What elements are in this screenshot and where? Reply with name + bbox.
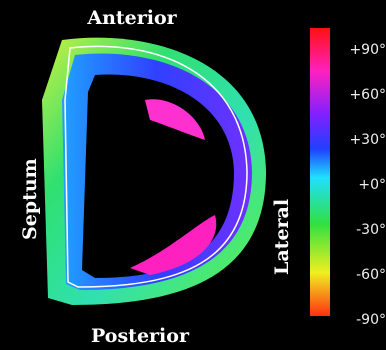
figure: Anterior Posterior Septum Lateral +90° +6… (0, 0, 386, 350)
colorbar-tick-label: -60° (356, 267, 386, 283)
lateral-label: Lateral (271, 199, 293, 275)
colorbar-tick-label: +30° (349, 132, 386, 148)
anterior-label: Anterior (86, 7, 177, 29)
colorbar-tick-label: -30° (356, 222, 386, 238)
colorbar-tick-label: +0° (358, 177, 386, 193)
colorbar-tick-label: -90° (356, 312, 386, 328)
septum-label: Septum (19, 158, 41, 240)
page: Anterior Posterior Septum Lateral +90° +6… (0, 0, 386, 350)
colorbar-tick-label: +90° (349, 42, 386, 58)
posterior-label: Posterior (91, 325, 190, 347)
colorbar (310, 28, 330, 316)
colorbar-tick-label: +60° (349, 87, 386, 103)
